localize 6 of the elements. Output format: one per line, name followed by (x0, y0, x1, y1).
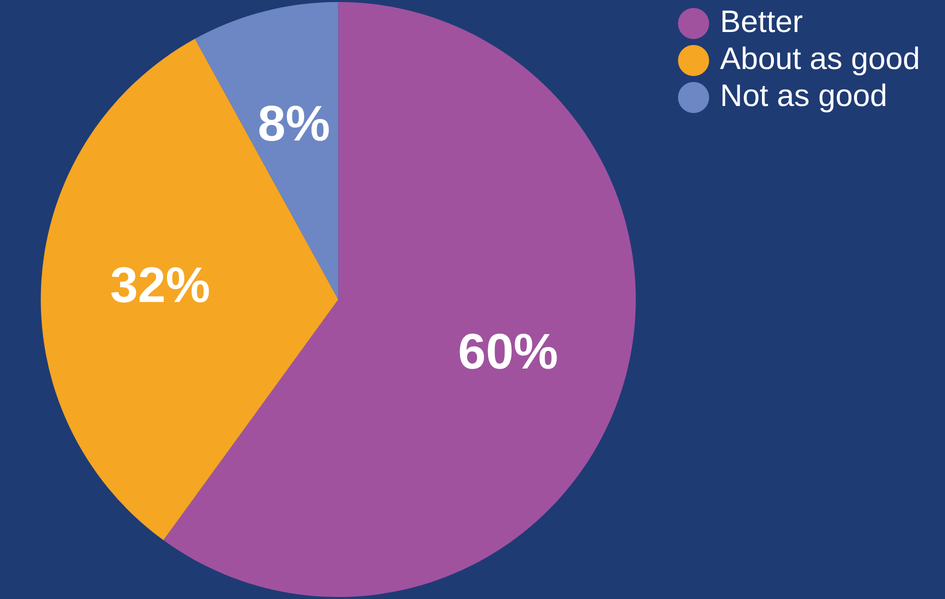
legend-label: Not as good (720, 78, 888, 114)
data-label: 32% (110, 257, 210, 314)
data-label: 60% (458, 323, 558, 380)
data-label: 8% (258, 95, 330, 152)
legend-label: About as good (720, 41, 920, 76)
legend-label: Better (720, 4, 803, 40)
